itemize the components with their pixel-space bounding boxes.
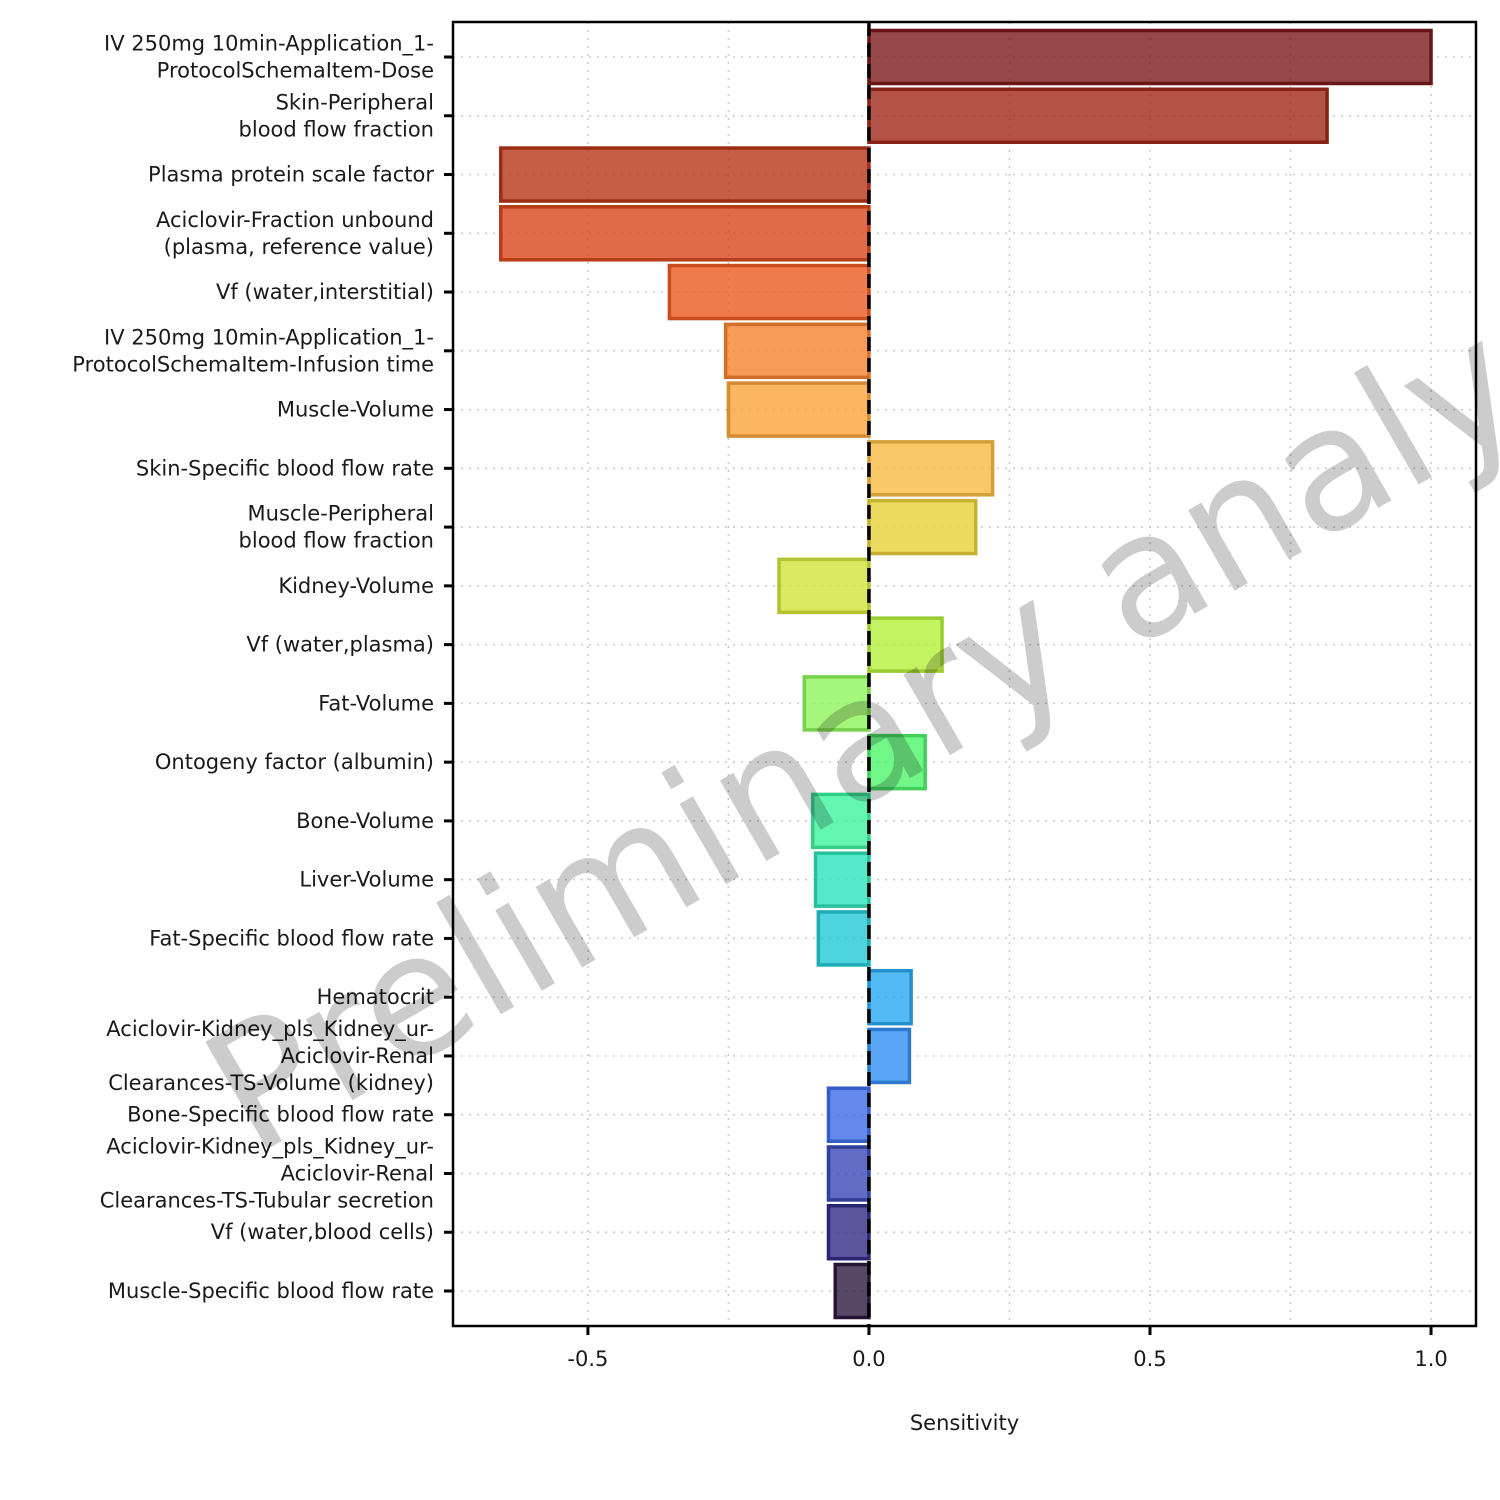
x-tick-label: 0.5 xyxy=(1133,1347,1166,1371)
category-label: Liver-Volume xyxy=(299,868,434,892)
bar xyxy=(777,557,871,615)
category-label-line: Kidney-Volume xyxy=(278,574,434,598)
category-label-line: Aciclovir-Renal xyxy=(281,1044,434,1068)
y-axis: IV 250mg 10min-Application_1-ProtocolSch… xyxy=(72,32,453,1303)
category-label-line: Muscle-Peripheral xyxy=(248,502,434,526)
category-label-line: Aciclovir-Kidney_pls_Kidney_ur- xyxy=(106,1134,434,1159)
category-label: Bone-Specific blood flow rate xyxy=(127,1103,434,1127)
x-axis: -0.5 0.0 0.5 1.0 xyxy=(567,1326,1448,1371)
category-label-line: ProtocolSchemaItem-Dose xyxy=(157,59,434,83)
bar xyxy=(723,322,871,380)
category-label-line: Bone-Specific blood flow rate xyxy=(127,1103,434,1127)
category-label: Kidney-Volume xyxy=(278,574,434,598)
category-label-line: Vf (water,blood cells) xyxy=(211,1220,434,1244)
category-label: Fat-Volume xyxy=(318,691,434,715)
category-label-line: Aciclovir-Fraction unbound xyxy=(156,208,434,232)
x-tick-label: -0.5 xyxy=(567,1347,608,1371)
category-label-line: Vf (water,interstitial) xyxy=(216,280,434,304)
category-label: Bone-Volume xyxy=(296,809,434,833)
bar xyxy=(867,968,913,1026)
category-label-line: Plasma protein scale factor xyxy=(148,163,434,187)
category-label-line: blood flow fraction xyxy=(239,117,434,141)
bar xyxy=(726,381,871,438)
category-label-line: IV 250mg 10min-Application_1- xyxy=(104,325,434,350)
category-label-line: Muscle-Volume xyxy=(277,398,434,422)
category-label-line: Vf (water,plasma) xyxy=(246,633,434,657)
category-label-line: Muscle-Specific blood flow rate xyxy=(108,1279,434,1303)
bar xyxy=(867,498,978,556)
category-label-line: Skin-Peripheral xyxy=(276,90,434,114)
category-label-line: Bone-Volume xyxy=(296,809,434,833)
category-label: Vf (water,blood cells) xyxy=(211,1220,434,1244)
bar xyxy=(826,1086,871,1143)
bar xyxy=(816,910,871,967)
category-label: Hematocrit xyxy=(317,985,434,1009)
bar xyxy=(810,792,871,850)
x-tick-label: 1.0 xyxy=(1414,1347,1447,1371)
category-label: Muscle-Specific blood flow rate xyxy=(108,1279,434,1303)
category-label: Aciclovir-Fraction unbound (plasma, refer… xyxy=(156,208,434,259)
category-label: Skin-Specific blood flow rate xyxy=(136,456,434,480)
category-label-line: Liver-Volume xyxy=(299,868,434,892)
category-label-line: IV 250mg 10min-Application_1- xyxy=(104,32,434,57)
category-label-line: Fat-Volume xyxy=(318,691,434,715)
bar xyxy=(867,28,1433,86)
category-label-line: blood flow fraction xyxy=(239,529,434,553)
category-label-line: Clearances-TS-Volume (kidney) xyxy=(108,1071,434,1095)
category-label-line: Hematocrit xyxy=(317,985,434,1009)
category-label-line: Skin-Specific blood flow rate xyxy=(136,456,434,480)
category-label: Vf (water,plasma) xyxy=(246,633,434,657)
category-label: Vf (water,interstitial) xyxy=(216,280,434,304)
category-label-line: Clearances-TS-Tubular secretion xyxy=(100,1188,434,1212)
category-label: Aciclovir-Kidney_pls_Kidney_ur-Aciclovir… xyxy=(100,1134,434,1212)
category-label-line: Aciclovir-Renal xyxy=(281,1161,434,1185)
x-axis-title: Sensitivity xyxy=(910,1411,1019,1435)
bar xyxy=(867,87,1329,145)
category-label-line: ProtocolSchemaItem-Infusion time xyxy=(72,352,434,376)
category-label: Aciclovir-Kidney_pls_Kidney_ur-Aciclovir… xyxy=(106,1017,434,1095)
bar-layer xyxy=(499,28,1433,1320)
bar xyxy=(826,1145,871,1202)
x-tick-label: 0.0 xyxy=(852,1347,885,1371)
category-label: Skin-Peripheral blood flow fraction xyxy=(239,90,434,141)
category-label-line: Ontogeny factor (albumin) xyxy=(155,750,434,774)
category-label: IV 250mg 10min-Application_1-ProtocolSch… xyxy=(104,32,434,83)
bar xyxy=(499,146,871,203)
category-label: Muscle-Peripheral blood flow fraction xyxy=(239,502,434,553)
bar xyxy=(826,1203,871,1261)
category-label: Fat-Specific blood flow rate xyxy=(149,926,434,950)
category-label: IV 250mg 10min-Application_1-ProtocolSch… xyxy=(72,325,434,376)
category-label-line: Aciclovir-Kidney_pls_Kidney_ur- xyxy=(106,1017,434,1042)
category-label: Muscle-Volume xyxy=(277,398,434,422)
category-label-line: Fat-Specific blood flow rate xyxy=(149,926,434,950)
bar xyxy=(867,440,995,497)
category-label: Ontogeny factor (albumin) xyxy=(155,750,434,774)
bar xyxy=(833,1262,871,1320)
category-label: Plasma protein scale factor xyxy=(148,163,434,187)
category-label-line: (plasma, reference value) xyxy=(164,235,434,259)
bar xyxy=(867,1027,912,1085)
bar xyxy=(813,851,871,908)
bar xyxy=(667,263,871,321)
bar xyxy=(499,205,871,262)
plot-frame xyxy=(451,20,1478,1328)
